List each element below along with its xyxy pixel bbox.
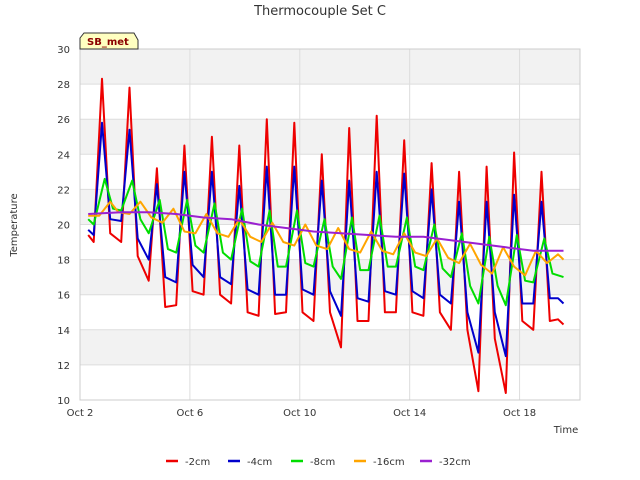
- background-band: [80, 329, 580, 365]
- plot-frame: [79, 48, 581, 401]
- y-tick-label: 14: [57, 326, 70, 337]
- legend-item: -4cm: [228, 457, 272, 468]
- background-band: [80, 49, 580, 85]
- y-tick-label: 18: [57, 256, 70, 267]
- x-tick-label: Oct 6: [176, 408, 203, 419]
- y-tick-label: 16: [57, 291, 70, 302]
- y-tick-label: 28: [57, 80, 70, 91]
- y-tick-label: 10: [57, 396, 70, 407]
- y-axis-label: Temperature: [9, 193, 20, 257]
- series-line-minus-8cm: [87, 177, 564, 307]
- y-tick-label: 12: [57, 361, 70, 372]
- x-tick-label: Oct 18: [503, 408, 536, 419]
- y-tick-label: 30: [57, 45, 70, 56]
- y-tick-label: 22: [57, 185, 70, 196]
- y-tick-label: 26: [57, 115, 70, 126]
- legend-label: -2cm: [185, 457, 210, 468]
- y-tick-label: 24: [57, 150, 70, 161]
- badge-text: SB_met: [87, 37, 129, 48]
- series-lines: [87, 77, 565, 394]
- legend-item: -32cm: [420, 457, 471, 468]
- legend: -2cm -4cm -8cm -16cm -32cm: [166, 457, 471, 468]
- series-line-minus-16cm: [88, 200, 565, 277]
- legend-label: -32cm: [439, 457, 471, 468]
- y-tick-labels: 10 12 14 16 18 20 22 24 26 28 30: [57, 45, 70, 407]
- chart-title: Thermocouple Set C: [253, 4, 386, 19]
- series-line-minus-32cm: [88, 211, 564, 252]
- series-line-minus-4cm: [87, 121, 565, 358]
- badge-box: [79, 32, 139, 50]
- legend-label: -4cm: [247, 457, 272, 468]
- x-tick-label: Oct 10: [283, 408, 316, 419]
- legend-label: -16cm: [373, 457, 405, 468]
- legend-item: -8cm: [291, 457, 335, 468]
- legend-item: -2cm: [166, 457, 210, 468]
- x-tick-label: Oct 2: [67, 408, 94, 419]
- site-badge: SB_met: [79, 32, 139, 50]
- background-band: [80, 119, 580, 155]
- x-tick-label: Oct 14: [393, 408, 426, 419]
- x-axis-label: Time: [553, 425, 578, 436]
- legend-item: -16cm: [354, 457, 405, 468]
- y-tick-label: 20: [57, 221, 70, 232]
- legend-label: -8cm: [310, 457, 335, 468]
- x-tick-labels: Oct 2 Oct 6 Oct 10 Oct 14 Oct 18: [67, 408, 537, 419]
